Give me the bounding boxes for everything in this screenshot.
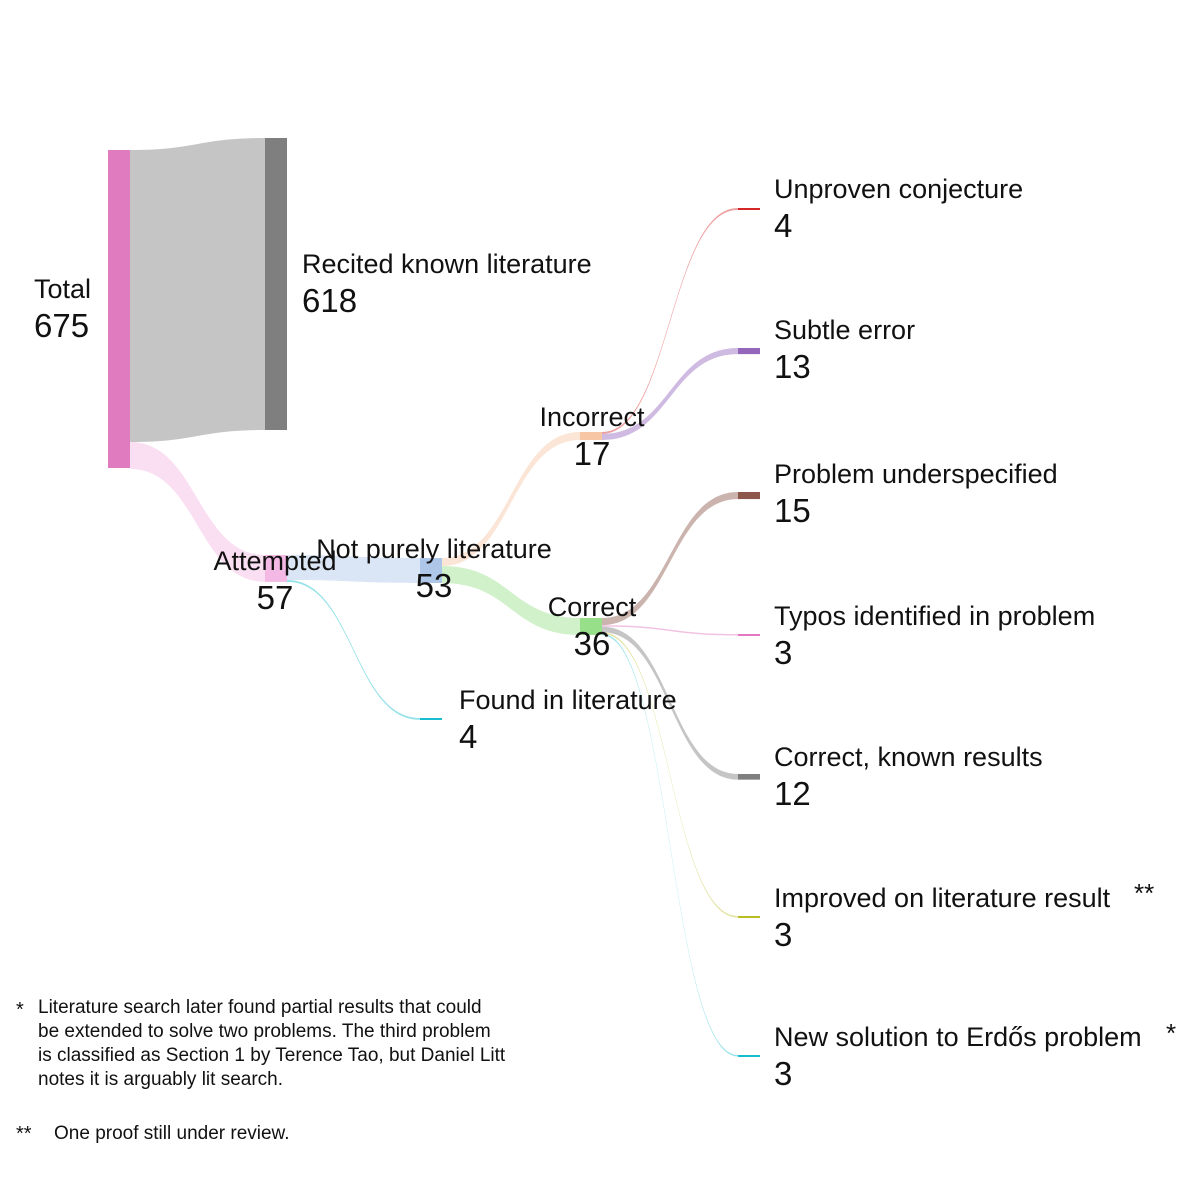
node-label-recited: Recited known literature 618 [302, 249, 592, 319]
node-bar-total [108, 150, 130, 468]
node-name-newsol: New solution to Erdős problem [774, 1022, 1142, 1052]
node-bar-found [420, 718, 442, 720]
node-label-improved: Improved on literature result 3 [774, 883, 1111, 953]
node-label-newsol: New solution to Erdős problem 3 [774, 1022, 1142, 1092]
node-name-underspec: Problem underspecified [774, 459, 1058, 489]
link-incorrect-to-unproven [602, 208, 738, 434]
node-bar-incorrect [580, 432, 602, 441]
node-name-typos: Typos identified in problem [774, 601, 1096, 631]
node-value-recited: 618 [302, 282, 358, 319]
sankey-nodes [108, 138, 760, 1057]
node-value-total: 675 [34, 307, 90, 344]
footnote-line-3: is classified as Section 1 by Terence Ta… [38, 1045, 506, 1066]
node-name-improved: Improved on literature result [774, 883, 1111, 913]
link-incorrect-to-subtle [602, 348, 738, 441]
node-label-notpurely: Not purely literature 53 [308, 534, 560, 604]
node-bar-recited [265, 138, 287, 430]
node-value-notpurely: 53 [415, 567, 453, 604]
node-label-underspec: Problem underspecified 15 [774, 459, 1058, 529]
link-notpurely-to-incorrect [442, 432, 580, 567]
link-notpurely-to-correct [442, 566, 580, 635]
node-name-unproven: Unproven conjecture [774, 174, 1024, 204]
node-label-typos: Typos identified in problem 3 [774, 601, 1096, 671]
node-value-newsol: 3 [774, 1055, 793, 1092]
node-name-attempted: Attempted [213, 546, 337, 576]
link-correct-to-known [602, 626, 738, 780]
node-label-attempted: Attempted 57 [210, 546, 340, 616]
link-attempted-to-notpurely [287, 555, 420, 583]
node-value-subtle: 13 [774, 348, 811, 385]
node-value-typos: 3 [774, 634, 793, 671]
node-label-incorrect: Incorrect 17 [532, 402, 652, 472]
node-name-known: Correct, known results [774, 742, 1043, 772]
node-bar-unproven [738, 208, 760, 210]
node-label-known: Correct, known results 12 [774, 742, 1043, 812]
link-total-to-attempted [130, 442, 265, 582]
annotation-mark-newsol: * [1166, 1018, 1177, 1048]
link-total-to-recited [130, 138, 265, 442]
node-bar-subtle [738, 348, 760, 355]
node-name-correct: Correct [547, 592, 637, 622]
node-label-found: Found in literature 4 [459, 685, 677, 755]
footnote-line-2: be extended to solve two problems. The t… [38, 1021, 491, 1042]
link-correct-to-newsol [602, 633, 738, 1057]
node-value-known: 12 [774, 775, 811, 812]
node-value-underspec: 15 [774, 492, 811, 529]
footnote-single: * Literature search later found partial … [14, 996, 574, 1092]
node-value-improved: 3 [774, 916, 793, 953]
footnote-line-4: notes it is arguably lit search. [38, 1069, 284, 1090]
footnote-double-asterisk: ** [16, 1123, 32, 1145]
node-bar-underspec [738, 492, 760, 500]
footnote-asterisk: * [16, 999, 24, 1021]
node-name-subtle: Subtle error [774, 315, 916, 345]
node-value-attempted: 57 [256, 579, 294, 616]
node-label-subtle: Subtle error 13 [774, 315, 916, 385]
footnote-double-text: One proof still under review. [54, 1123, 290, 1144]
node-value-found: 4 [459, 718, 478, 755]
node-bar-notpurely [420, 558, 442, 583]
node-label-correct: Correct 36 [532, 592, 652, 662]
link-attempted-to-found [287, 579, 420, 720]
annotation-mark-improved: ** [1134, 878, 1155, 908]
footnote-double: ** One proof still under review. [14, 1122, 514, 1146]
node-name-incorrect: Incorrect [539, 402, 645, 432]
node-value-incorrect: 17 [573, 435, 611, 472]
node-bar-newsol [738, 1055, 760, 1057]
node-name-total: Total [34, 274, 92, 304]
node-name-recited: Recited known literature [302, 249, 592, 279]
node-value-unproven: 4 [774, 207, 793, 244]
node-name-found: Found in literature [459, 685, 677, 715]
footnote-line-1: Literature search later found partial re… [38, 997, 482, 1018]
node-name-notpurely: Not purely literature [316, 534, 552, 564]
link-correct-to-typos [602, 625, 738, 636]
link-correct-to-underspec [602, 492, 738, 626]
node-bar-improved [738, 916, 760, 918]
node-bar-known [738, 774, 760, 780]
node-value-correct: 36 [573, 625, 611, 662]
node-bar-correct [580, 618, 602, 635]
sankey-links [130, 138, 738, 1057]
node-label-total: Total 675 [34, 274, 92, 344]
link-correct-to-improved [602, 632, 738, 918]
node-bar-attempted [265, 555, 287, 582]
node-label-unproven: Unproven conjecture 4 [774, 174, 1024, 244]
node-bar-typos [738, 634, 760, 636]
